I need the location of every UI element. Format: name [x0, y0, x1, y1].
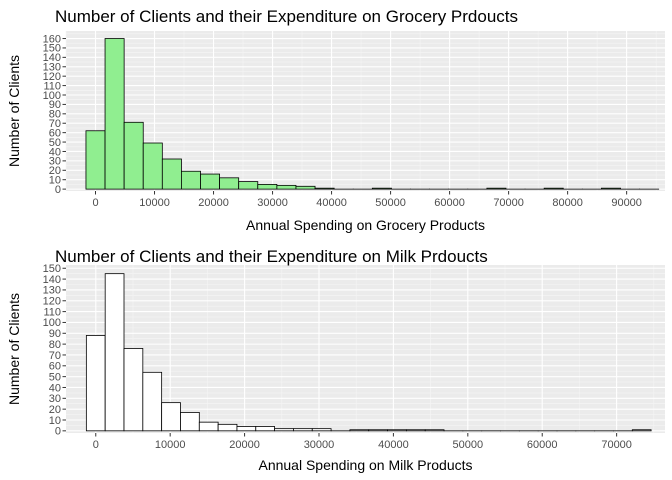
chart-title: Number of Clients and their Expenditure …: [55, 247, 488, 266]
y-tick-label: 150: [43, 263, 61, 275]
x-tick-label: 60000: [527, 439, 558, 451]
histogram-bar: [161, 402, 181, 432]
histogram-bar: [104, 38, 125, 190]
x-tick-label: 40000: [316, 197, 347, 209]
histogram-bar: [104, 273, 125, 432]
x-axis-title: Annual Spending on Grocery Products: [246, 217, 485, 233]
y-tick-label: 140: [43, 52, 61, 64]
x-tick-label: 50000: [453, 439, 484, 451]
histogram-bar: [85, 335, 106, 432]
x-tick-label: 10000: [139, 197, 170, 209]
y-tick-label: 50: [49, 137, 61, 149]
histogram-bar: [631, 429, 652, 432]
histogram-bar: [238, 181, 259, 190]
y-tick-label: 40: [49, 146, 61, 158]
x-tick-label: 40000: [378, 439, 409, 451]
y-tick-label: 0: [55, 184, 61, 196]
histogram-bar: [85, 130, 106, 190]
y-tick-label: 110: [43, 306, 61, 318]
y-tick-label: 60: [49, 361, 61, 373]
chart-title: Number of Clients and their Expenditure …: [55, 7, 518, 26]
y-tick-label: 120: [43, 71, 61, 83]
y-tick-label: 20: [49, 165, 61, 177]
x-tick-label: 50000: [375, 197, 406, 209]
y-tick-label: 150: [43, 43, 61, 55]
milk-histogram: 0 10000 20000 30000 40000 50000 60000 700000102…: [6, 247, 665, 473]
y-tick-label: 100: [43, 90, 61, 102]
y-tick-label: 10: [49, 175, 61, 187]
histogram-bar: [161, 158, 182, 190]
y-tick-label: 70: [49, 350, 61, 362]
histogram-bar: [123, 121, 144, 190]
histogram-bar: [543, 187, 564, 190]
y-tick-label: 90: [49, 99, 61, 111]
y-tick-label: 30: [49, 393, 61, 405]
histogram-bar: [349, 429, 370, 432]
histogram-bar: [601, 187, 621, 190]
y-tick-label: 110: [43, 80, 61, 92]
x-tick-label: 70000: [601, 439, 632, 451]
x-tick-label: 20000: [198, 197, 229, 209]
y-tick-label: 30: [49, 156, 61, 168]
y-tick-label: 60: [49, 127, 61, 139]
y-tick-label: 10: [49, 415, 61, 427]
y-tick-label: 0: [55, 426, 61, 438]
x-tick-label: 70000: [493, 197, 524, 209]
x-tick-label: 10000: [155, 439, 186, 451]
x-tick-label: 0: [93, 439, 99, 451]
y-tick-label: 80: [49, 339, 61, 351]
histogram-bar: [219, 177, 240, 190]
y-tick-label: 80: [49, 109, 61, 121]
grocery-histogram: 0 10000 20000 30000 40000 50000 60000 70000 8000…: [6, 7, 665, 233]
y-tick-label: 130: [43, 285, 61, 297]
histogram-bar: [314, 187, 335, 190]
histogram-bar: [142, 142, 163, 190]
histogram-bar: [181, 170, 201, 190]
x-tick-label: 90000: [611, 197, 642, 209]
histogram-bar: [368, 429, 388, 432]
histogram-bar: [371, 187, 392, 190]
histogram-bar: [200, 173, 220, 190]
y-tick-label: 50: [49, 371, 61, 383]
x-tick-label: 0: [92, 197, 98, 209]
histogram-bar: [198, 421, 219, 432]
histogram-bar: [217, 423, 238, 432]
histogram-bar: [486, 187, 507, 190]
histogram-bar: [424, 429, 445, 432]
x-tick-label: 60000: [434, 197, 465, 209]
y-tick-label: 90: [49, 328, 61, 340]
x-axis-title: Annual Spending on Milk Products: [258, 457, 472, 473]
histogram-bar: [123, 348, 144, 432]
y-tick-label: 40: [49, 382, 61, 394]
y-tick-label: 130: [43, 62, 61, 74]
y-tick-label: 120: [43, 296, 61, 308]
histogram-bar: [276, 184, 297, 190]
x-tick-label: 20000: [229, 439, 260, 451]
y-tick-label: 100: [43, 317, 61, 329]
y-axis-title: Number of Clients: [6, 293, 22, 405]
histogram-bar: [255, 426, 276, 432]
y-axis-title: Number of Clients: [6, 55, 22, 167]
histogram-bar: [236, 426, 257, 432]
histogram-bar: [311, 428, 332, 432]
y-tick-label: 20: [49, 404, 61, 416]
x-tick-label: 80000: [552, 197, 583, 209]
histogram-bar: [405, 429, 426, 432]
y-tick-label: 70: [49, 118, 61, 130]
histogram-bar: [180, 412, 200, 432]
y-tick-label: 140: [43, 274, 61, 286]
histogram-bar: [274, 428, 294, 432]
histogram-bar: [387, 429, 407, 432]
x-tick-label: 30000: [304, 439, 335, 451]
histogram-bar: [295, 185, 316, 190]
histogram-bar: [142, 371, 163, 432]
y-tick-label: 160: [43, 33, 61, 45]
x-tick-label: 30000: [257, 197, 288, 209]
histogram-bar: [257, 184, 278, 190]
histogram-bar: [293, 428, 313, 432]
